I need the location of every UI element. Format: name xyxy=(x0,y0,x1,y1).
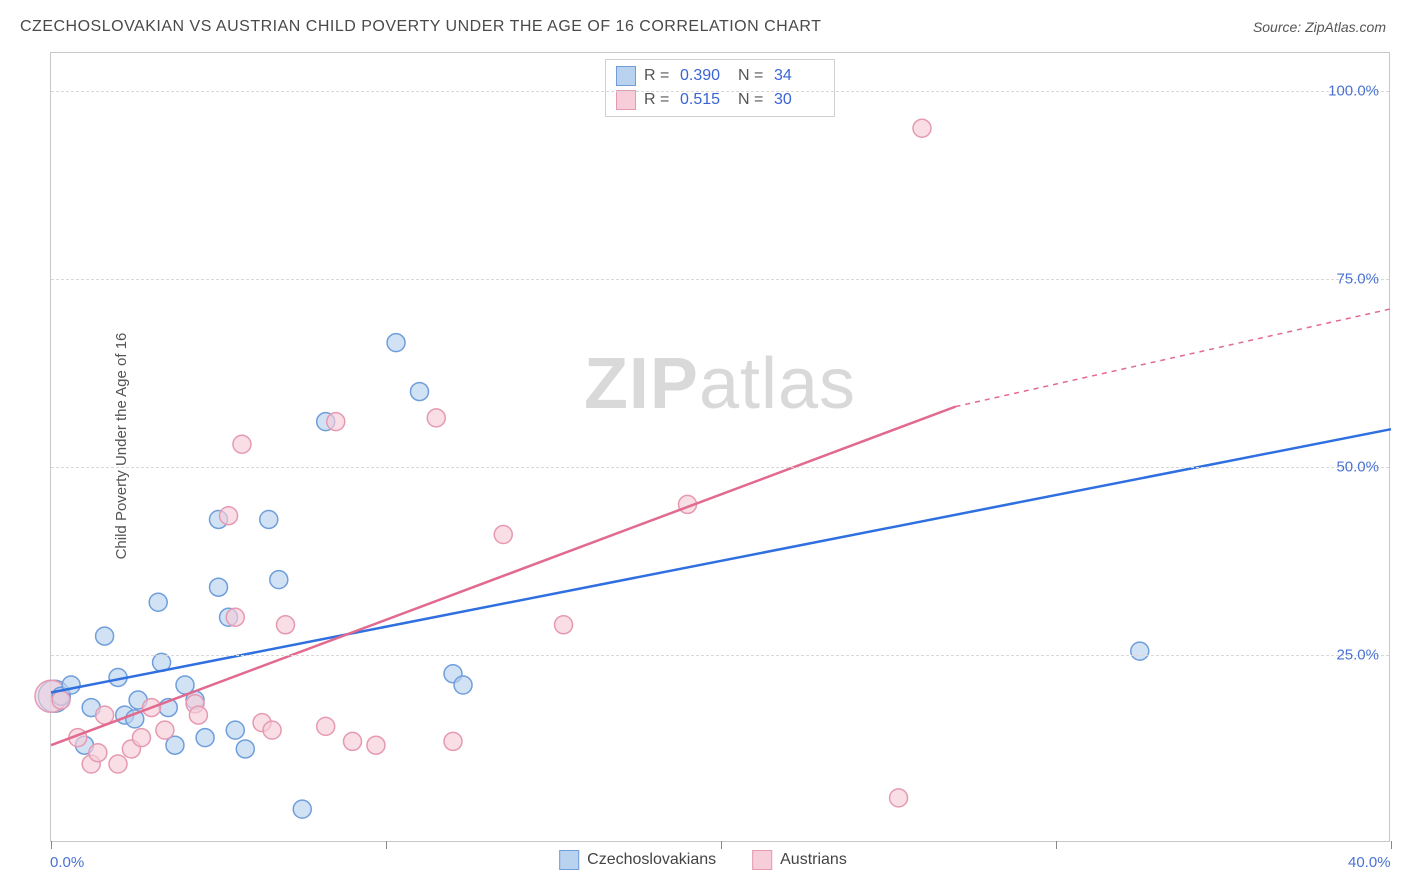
scatter-point xyxy=(189,706,207,724)
x-tick xyxy=(721,841,722,849)
scatter-point xyxy=(149,593,167,611)
scatter-point xyxy=(132,729,150,747)
legend-item-1: Czechoslovakians xyxy=(559,850,716,870)
swatch-series-2 xyxy=(616,90,636,110)
legend-series-box: Czechoslovakians Austrians xyxy=(559,850,847,870)
y-tick-label: 75.0% xyxy=(1336,270,1379,287)
legend-stats-box: R = 0.390 N = 34 R = 0.515 N = 30 xyxy=(605,59,835,117)
scatter-point xyxy=(293,800,311,818)
series-name-1: Czechoslovakians xyxy=(587,851,716,869)
scatter-point xyxy=(367,736,385,754)
x-tick xyxy=(51,841,52,849)
scatter-point xyxy=(327,413,345,431)
scatter-point xyxy=(236,740,254,758)
scatter-point xyxy=(260,510,278,528)
scatter-point xyxy=(494,526,512,544)
legend-item-2: Austrians xyxy=(752,850,847,870)
scatter-point xyxy=(52,691,70,709)
n-label: N = xyxy=(738,91,766,109)
scatter-point xyxy=(96,627,114,645)
scatter-point xyxy=(1131,642,1149,660)
gridline xyxy=(51,467,1389,468)
chart-title: CZECHOSLOVAKIAN VS AUSTRIAN CHILD POVERT… xyxy=(20,18,821,36)
swatch-series-2 xyxy=(752,850,772,870)
scatter-point xyxy=(387,334,405,352)
scatter-point xyxy=(233,435,251,453)
n-label: N = xyxy=(738,67,766,85)
scatter-point xyxy=(427,409,445,427)
scatter-point xyxy=(317,717,335,735)
x-tick xyxy=(1391,841,1392,849)
source-attribution: Source: ZipAtlas.com xyxy=(1253,19,1386,35)
scatter-point xyxy=(96,706,114,724)
scatter-point xyxy=(555,616,573,634)
scatter-point xyxy=(226,721,244,739)
scatter-point xyxy=(156,721,174,739)
title-bar: CZECHOSLOVAKIAN VS AUSTRIAN CHILD POVERT… xyxy=(20,18,1386,36)
scatter-point xyxy=(89,744,107,762)
source-label: Source: xyxy=(1253,19,1305,35)
source-name: ZipAtlas.com xyxy=(1305,19,1386,35)
y-tick-label: 100.0% xyxy=(1328,82,1379,99)
scatter-point xyxy=(226,608,244,626)
plot-area xyxy=(51,53,1389,841)
scatter-point xyxy=(263,721,281,739)
r-label: R = xyxy=(644,67,672,85)
x-tick-label-max: 40.0% xyxy=(1348,854,1391,871)
gridline xyxy=(51,655,1389,656)
trend-line-dash xyxy=(956,309,1392,407)
trend-line xyxy=(51,429,1391,692)
scatter-point xyxy=(277,616,295,634)
x-tick-label-min: 0.0% xyxy=(50,854,84,871)
scatter-point xyxy=(913,119,931,137)
legend-stats-row-1: R = 0.390 N = 34 xyxy=(616,64,824,88)
scatter-point xyxy=(210,578,228,596)
r-label: R = xyxy=(644,91,672,109)
scatter-point xyxy=(344,732,362,750)
y-tick-label: 25.0% xyxy=(1336,646,1379,663)
chart-container: ZIPatlas R = 0.390 N = 34 R = 0.515 N = … xyxy=(50,52,1390,842)
n-value-2: 30 xyxy=(774,91,824,109)
swatch-series-1 xyxy=(616,66,636,86)
scatter-point xyxy=(411,383,429,401)
r-value-1: 0.390 xyxy=(680,67,730,85)
scatter-point xyxy=(220,507,238,525)
gridline xyxy=(51,279,1389,280)
scatter-point xyxy=(109,755,127,773)
gridline xyxy=(51,91,1389,92)
plot-svg xyxy=(51,53,1389,841)
swatch-series-1 xyxy=(559,850,579,870)
series-name-2: Austrians xyxy=(780,851,847,869)
x-tick xyxy=(386,841,387,849)
scatter-point xyxy=(454,676,472,694)
trend-line xyxy=(51,407,956,746)
scatter-point xyxy=(444,732,462,750)
scatter-point xyxy=(270,571,288,589)
scatter-point xyxy=(196,729,214,747)
x-tick xyxy=(1056,841,1057,849)
y-tick-label: 50.0% xyxy=(1336,458,1379,475)
r-value-2: 0.515 xyxy=(680,91,730,109)
n-value-1: 34 xyxy=(774,67,824,85)
scatter-point xyxy=(890,789,908,807)
